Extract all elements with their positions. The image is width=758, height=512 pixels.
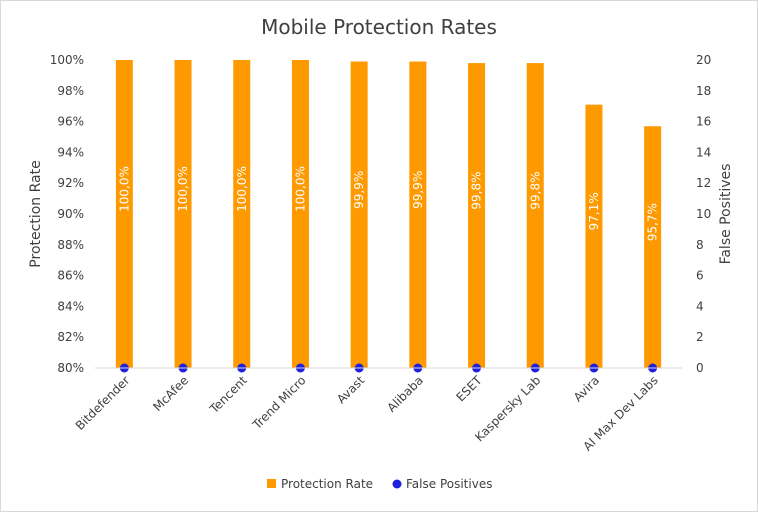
bar-tencent bbox=[233, 60, 251, 368]
legend-swatch-protection-rate bbox=[267, 479, 276, 488]
y-ticks-group: 80% 82% 84% 86% 88% 90% 92% 94% 96% 98% 100% bbox=[50, 53, 84, 375]
y2-ticks-group: 0 2 4 6 8 10 12 14 16 18 20 bbox=[696, 53, 711, 375]
y2-tick-label: 20 bbox=[696, 53, 711, 67]
y2-tick-label: 6 bbox=[696, 269, 704, 283]
y-tick-label: 96% bbox=[57, 115, 84, 129]
y2-tick-label: 10 bbox=[696, 207, 711, 221]
y-tick-label: 98% bbox=[57, 84, 84, 98]
legend-label-protection-rate: Protection Rate bbox=[281, 477, 373, 491]
data-label-bitdefender: 100,0% bbox=[117, 166, 131, 212]
y2-tick-label: 14 bbox=[696, 145, 711, 159]
bar-eset bbox=[468, 63, 486, 368]
y2-axis-title: False Positives bbox=[718, 164, 734, 265]
data-label-tencent: 100,0% bbox=[235, 166, 249, 212]
y-tick-label: 88% bbox=[57, 238, 84, 252]
y2-tick-label: 2 bbox=[696, 330, 704, 344]
legend-swatch-false-positives bbox=[392, 479, 402, 489]
y-tick-label: 86% bbox=[57, 269, 84, 283]
bar-bitdefender bbox=[115, 60, 133, 368]
bar-ai-max-dev-labs bbox=[644, 126, 662, 368]
y2-tick-label: 8 bbox=[696, 238, 704, 252]
bar-alibaba bbox=[409, 61, 427, 368]
y-tick-label: 80% bbox=[57, 361, 84, 375]
bar-kaspersky-lab bbox=[526, 63, 544, 368]
bar-avast bbox=[350, 61, 368, 368]
bar-trend-micro bbox=[291, 60, 309, 368]
data-label-mcafee: 100,0% bbox=[176, 166, 190, 212]
data-label-ai-max-dev-labs: 95,7% bbox=[646, 203, 660, 241]
data-label-eset: 99,8% bbox=[470, 171, 484, 209]
bars-group bbox=[115, 60, 662, 368]
bar-avira bbox=[585, 104, 603, 368]
y2-tick-label: 18 bbox=[696, 84, 711, 98]
y-tick-label: 100% bbox=[50, 53, 84, 67]
y-tick-label: 92% bbox=[57, 176, 84, 190]
y-tick-label: 94% bbox=[57, 145, 84, 159]
data-label-avast: 99,9% bbox=[352, 171, 366, 209]
data-labels-group: 100,0% 100,0% 100,0% 100,0% 99,9% 99,9% 99,8% 9… bbox=[117, 166, 659, 241]
y2-tick-label: 16 bbox=[696, 115, 711, 129]
y-tick-label: 90% bbox=[57, 207, 84, 221]
data-label-alibaba: 99,9% bbox=[411, 171, 425, 209]
data-label-kaspersky-lab: 99,8% bbox=[528, 171, 542, 209]
legend: Protection Rate False Positives bbox=[267, 477, 492, 491]
bar-mcafee bbox=[174, 60, 192, 368]
y2-tick-label: 4 bbox=[696, 299, 704, 313]
data-label-trend-micro: 100,0% bbox=[293, 166, 307, 212]
y-tick-label: 82% bbox=[57, 330, 84, 344]
y2-tick-label: 0 bbox=[696, 361, 704, 375]
y-tick-label: 84% bbox=[57, 299, 84, 313]
y-axis-title: Protection Rate bbox=[28, 160, 44, 267]
chart-title: Mobile Protection Rates bbox=[261, 15, 497, 39]
data-label-avira: 97,1% bbox=[587, 192, 601, 230]
legend-label-false-positives: False Positives bbox=[406, 477, 492, 491]
y2-tick-label: 12 bbox=[696, 176, 711, 190]
